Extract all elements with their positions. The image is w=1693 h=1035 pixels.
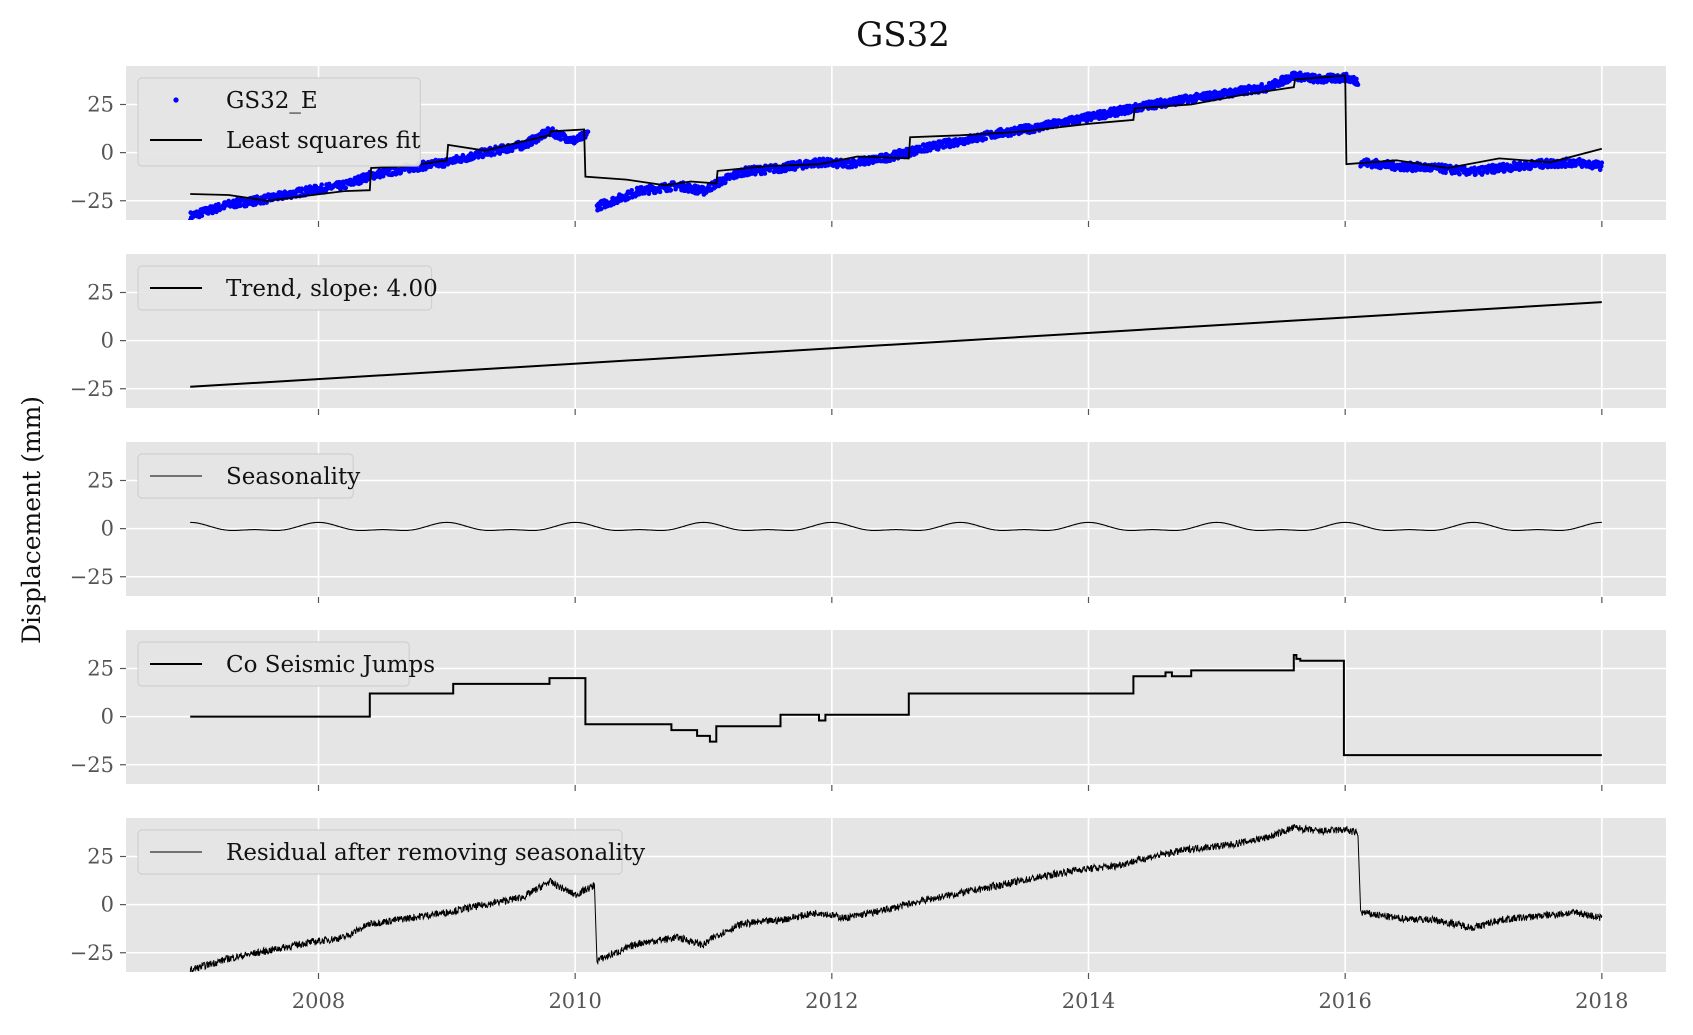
x-tick-label: 2018 bbox=[1575, 989, 1628, 1013]
x-tick-label: 2014 bbox=[1062, 989, 1115, 1013]
data-point bbox=[558, 137, 563, 142]
x-tick-label: 2008 bbox=[292, 989, 345, 1013]
y-tick-label: 0 bbox=[101, 141, 114, 165]
data-point bbox=[343, 185, 349, 191]
legend: Co Seismic Jumps bbox=[137, 641, 435, 687]
subplot-co-seismic-jumps: 25 0 −25 Co Seismic Jumps bbox=[70, 630, 1666, 791]
legend-box bbox=[137, 641, 410, 687]
y-tick-label: 0 bbox=[101, 893, 114, 917]
legend-label: Co Seismic Jumps bbox=[226, 652, 435, 678]
y-tick-label: −25 bbox=[70, 753, 114, 777]
series-GS32_E bbox=[187, 70, 1605, 220]
data-point bbox=[441, 164, 447, 169]
data-point bbox=[629, 188, 634, 193]
plot-content bbox=[190, 654, 1602, 757]
y-tick-label: 25 bbox=[87, 469, 114, 493]
legend-label: Least squares fit bbox=[226, 128, 421, 154]
y-tick-label: 25 bbox=[87, 845, 114, 869]
y-tick-label: 25 bbox=[87, 281, 114, 305]
data-point bbox=[1354, 76, 1359, 82]
data-point bbox=[579, 137, 584, 142]
data-point bbox=[238, 203, 243, 209]
legend-box bbox=[137, 453, 354, 499]
y-tick-label: 0 bbox=[101, 517, 114, 541]
data-point bbox=[319, 182, 325, 187]
data-point bbox=[762, 171, 768, 176]
y-tick-label: −25 bbox=[70, 377, 114, 401]
legend-label: Trend, slope: 4.00 bbox=[226, 276, 438, 302]
data-point bbox=[1355, 82, 1361, 87]
subplot-observations-fit: 25 0 −25 GS32_E Least squares fit bbox=[70, 66, 1666, 227]
subplot-stack: 25 0 −25 GS32_E Least squares fit 25 0 −25 Trend… bbox=[70, 66, 1666, 1013]
y-tick-label: 25 bbox=[87, 93, 114, 117]
x-tick-label: 2010 bbox=[548, 989, 601, 1013]
subplot-trend: 25 0 −25 Trend, slope: 4.00 bbox=[70, 254, 1666, 415]
y-tick-label: 0 bbox=[101, 705, 114, 729]
data-point bbox=[668, 187, 674, 193]
y-tick-label: 25 bbox=[87, 657, 114, 681]
legend-label: Residual after removing seasonality bbox=[226, 840, 645, 866]
legend-marker bbox=[173, 97, 179, 103]
trend-line bbox=[190, 301, 1602, 388]
plot-content bbox=[187, 70, 1605, 220]
legend: Trend, slope: 4.00 bbox=[137, 265, 438, 311]
legend-box bbox=[137, 829, 623, 875]
plot-content bbox=[190, 521, 1602, 531]
figure-title: GS32 bbox=[856, 15, 950, 55]
y-tick-label: 0 bbox=[101, 329, 114, 353]
legend: GS32_E Least squares fit bbox=[137, 77, 421, 167]
data-point bbox=[657, 189, 663, 195]
plot-content bbox=[190, 301, 1602, 388]
data-point bbox=[299, 186, 305, 191]
subplot-residual: 25 0 −25 2008 2010 2012 2014 2016 2018 Residual a… bbox=[70, 818, 1666, 1013]
x-tick-label: 2016 bbox=[1318, 989, 1371, 1013]
data-point bbox=[1473, 172, 1478, 177]
residual-line bbox=[189, 823, 1603, 972]
data-point bbox=[1271, 85, 1277, 91]
data-point bbox=[1599, 160, 1605, 165]
y-tick-label: −25 bbox=[70, 189, 114, 213]
legend-label: Seasonality bbox=[226, 464, 360, 490]
data-point bbox=[1457, 171, 1462, 177]
data-point bbox=[585, 129, 591, 135]
seasonality-line bbox=[190, 521, 1602, 531]
legend-label: GS32_E bbox=[226, 88, 318, 114]
plot-content bbox=[189, 823, 1603, 972]
data-point bbox=[706, 182, 712, 188]
data-point bbox=[932, 140, 938, 146]
legend: Residual after removing seasonality bbox=[137, 829, 645, 875]
data-point bbox=[935, 147, 941, 152]
data-point bbox=[983, 136, 989, 142]
y-axis-label: Displacement (mm) bbox=[17, 396, 46, 644]
data-point bbox=[1573, 163, 1578, 168]
data-point bbox=[783, 168, 789, 174]
plot-area bbox=[126, 442, 1666, 596]
jumps-line bbox=[190, 654, 1602, 757]
legend-box bbox=[137, 77, 421, 167]
legend: Seasonality bbox=[137, 453, 360, 499]
data-point bbox=[550, 126, 555, 131]
data-point bbox=[1259, 82, 1264, 87]
y-tick-label: −25 bbox=[70, 565, 114, 589]
data-point bbox=[1528, 166, 1533, 171]
y-tick-label: −25 bbox=[70, 941, 114, 965]
data-point bbox=[599, 206, 604, 212]
x-tick-label: 2012 bbox=[805, 989, 858, 1013]
data-point bbox=[1599, 163, 1604, 169]
subplot-seasonality: 25 0 −25 Seasonality bbox=[70, 442, 1666, 603]
legend-box bbox=[137, 265, 433, 311]
